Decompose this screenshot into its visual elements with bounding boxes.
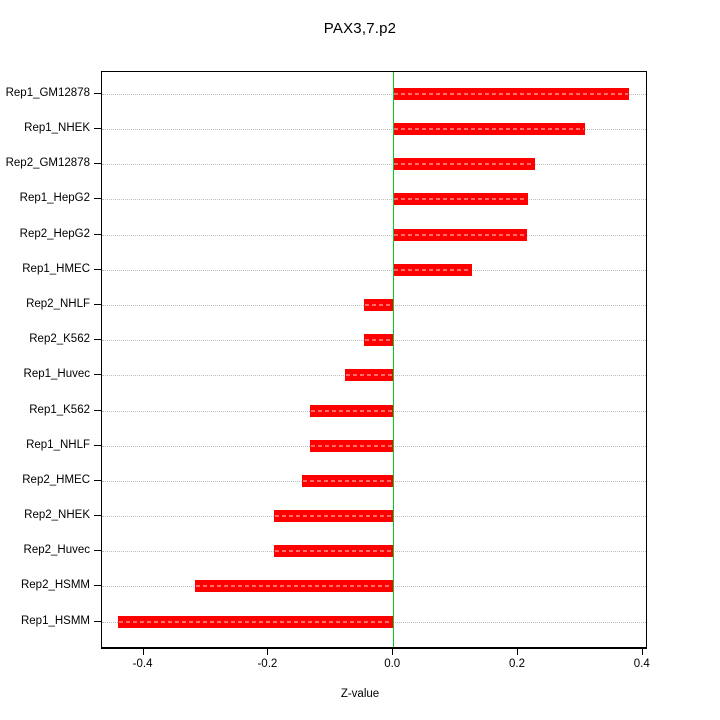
bar[interactable] <box>274 510 394 522</box>
bar[interactable] <box>310 404 394 417</box>
x-tick-mark <box>267 648 269 655</box>
bar[interactable] <box>344 369 394 382</box>
y-tick-mark <box>94 92 101 94</box>
x-axis-line <box>101 648 647 649</box>
y-tick-mark <box>94 303 101 305</box>
gridline <box>102 269 646 271</box>
y-tick-mark <box>94 620 101 622</box>
x-axis-title: Z-value <box>340 688 380 700</box>
x-tick-label: 0.4 <box>633 658 650 670</box>
y-tick-mark <box>94 128 101 129</box>
y-tick-label: Rep2_NHEK <box>24 509 90 521</box>
x-tick-label: -0.2 <box>257 658 278 670</box>
gridline <box>102 199 646 201</box>
bar[interactable] <box>363 334 394 347</box>
y-tick-label: Rep2_Huvec <box>23 544 90 557</box>
y-tick-mark <box>94 409 101 411</box>
plot-panel <box>101 71 647 648</box>
x-tick-mark <box>517 648 518 655</box>
chart-title: PAX3,7.p2 <box>323 20 397 37</box>
bar[interactable] <box>393 193 528 206</box>
y-tick-label: Rep1_GM12878 <box>5 86 90 99</box>
y-axis-line <box>101 71 102 648</box>
y-tick-mark <box>94 585 101 587</box>
y-tick-label: Rep1_Huvec <box>23 368 90 381</box>
x-tick-mark <box>392 648 394 655</box>
y-tick-mark <box>94 163 101 165</box>
plot-area <box>102 72 646 647</box>
y-tick-mark <box>94 233 101 235</box>
bar[interactable] <box>393 263 472 276</box>
bar[interactable] <box>195 580 394 593</box>
x-tick-label: -0.4 <box>132 658 153 670</box>
gridline <box>102 234 646 236</box>
y-tick-label: Rep2_HMEC <box>22 473 90 486</box>
zero-reference-line <box>393 72 395 647</box>
bar[interactable] <box>363 298 394 311</box>
bar[interactable] <box>118 615 394 628</box>
gridline <box>102 164 646 166</box>
y-tick-mark <box>94 339 101 341</box>
x-tick-label: 0.0 <box>384 658 401 670</box>
y-tick-mark <box>94 479 101 481</box>
y-tick-mark <box>94 268 101 270</box>
y-tick-label: Rep2_GM12878 <box>5 157 90 170</box>
y-tick-mark <box>94 198 101 200</box>
y-tick-label: Rep1_NHLF <box>26 438 90 451</box>
y-tick-label: Rep1_HSMM <box>20 614 90 627</box>
y-tick-label: Rep2_HSMM <box>20 579 90 592</box>
bar[interactable] <box>393 87 630 100</box>
y-tick-mark <box>94 515 101 516</box>
y-tick-label: Rep1_K562 <box>29 403 90 416</box>
gridline <box>102 129 646 130</box>
x-tick-mark <box>142 648 144 655</box>
bar[interactable] <box>310 439 394 452</box>
y-tick-mark <box>94 374 101 376</box>
y-tick-mark <box>94 444 101 446</box>
bar[interactable] <box>393 158 536 171</box>
y-tick-mark <box>94 550 101 552</box>
y-tick-label: Rep2_HepG2 <box>19 227 90 240</box>
y-tick-label: Rep1_NHEK <box>24 122 90 134</box>
bar[interactable] <box>274 545 394 558</box>
y-tick-label: Rep1_HMEC <box>22 262 90 275</box>
bar[interactable] <box>393 228 527 241</box>
y-tick-label: Rep2_NHLF <box>26 297 90 310</box>
x-tick-label: 0.2 <box>509 658 525 670</box>
x-tick-mark <box>641 648 643 655</box>
y-tick-label: Rep2_K562 <box>29 333 90 346</box>
bar[interactable] <box>302 474 394 487</box>
bar[interactable] <box>393 123 586 135</box>
y-tick-label: Rep1_HepG2 <box>19 192 90 205</box>
gridline <box>102 93 646 95</box>
